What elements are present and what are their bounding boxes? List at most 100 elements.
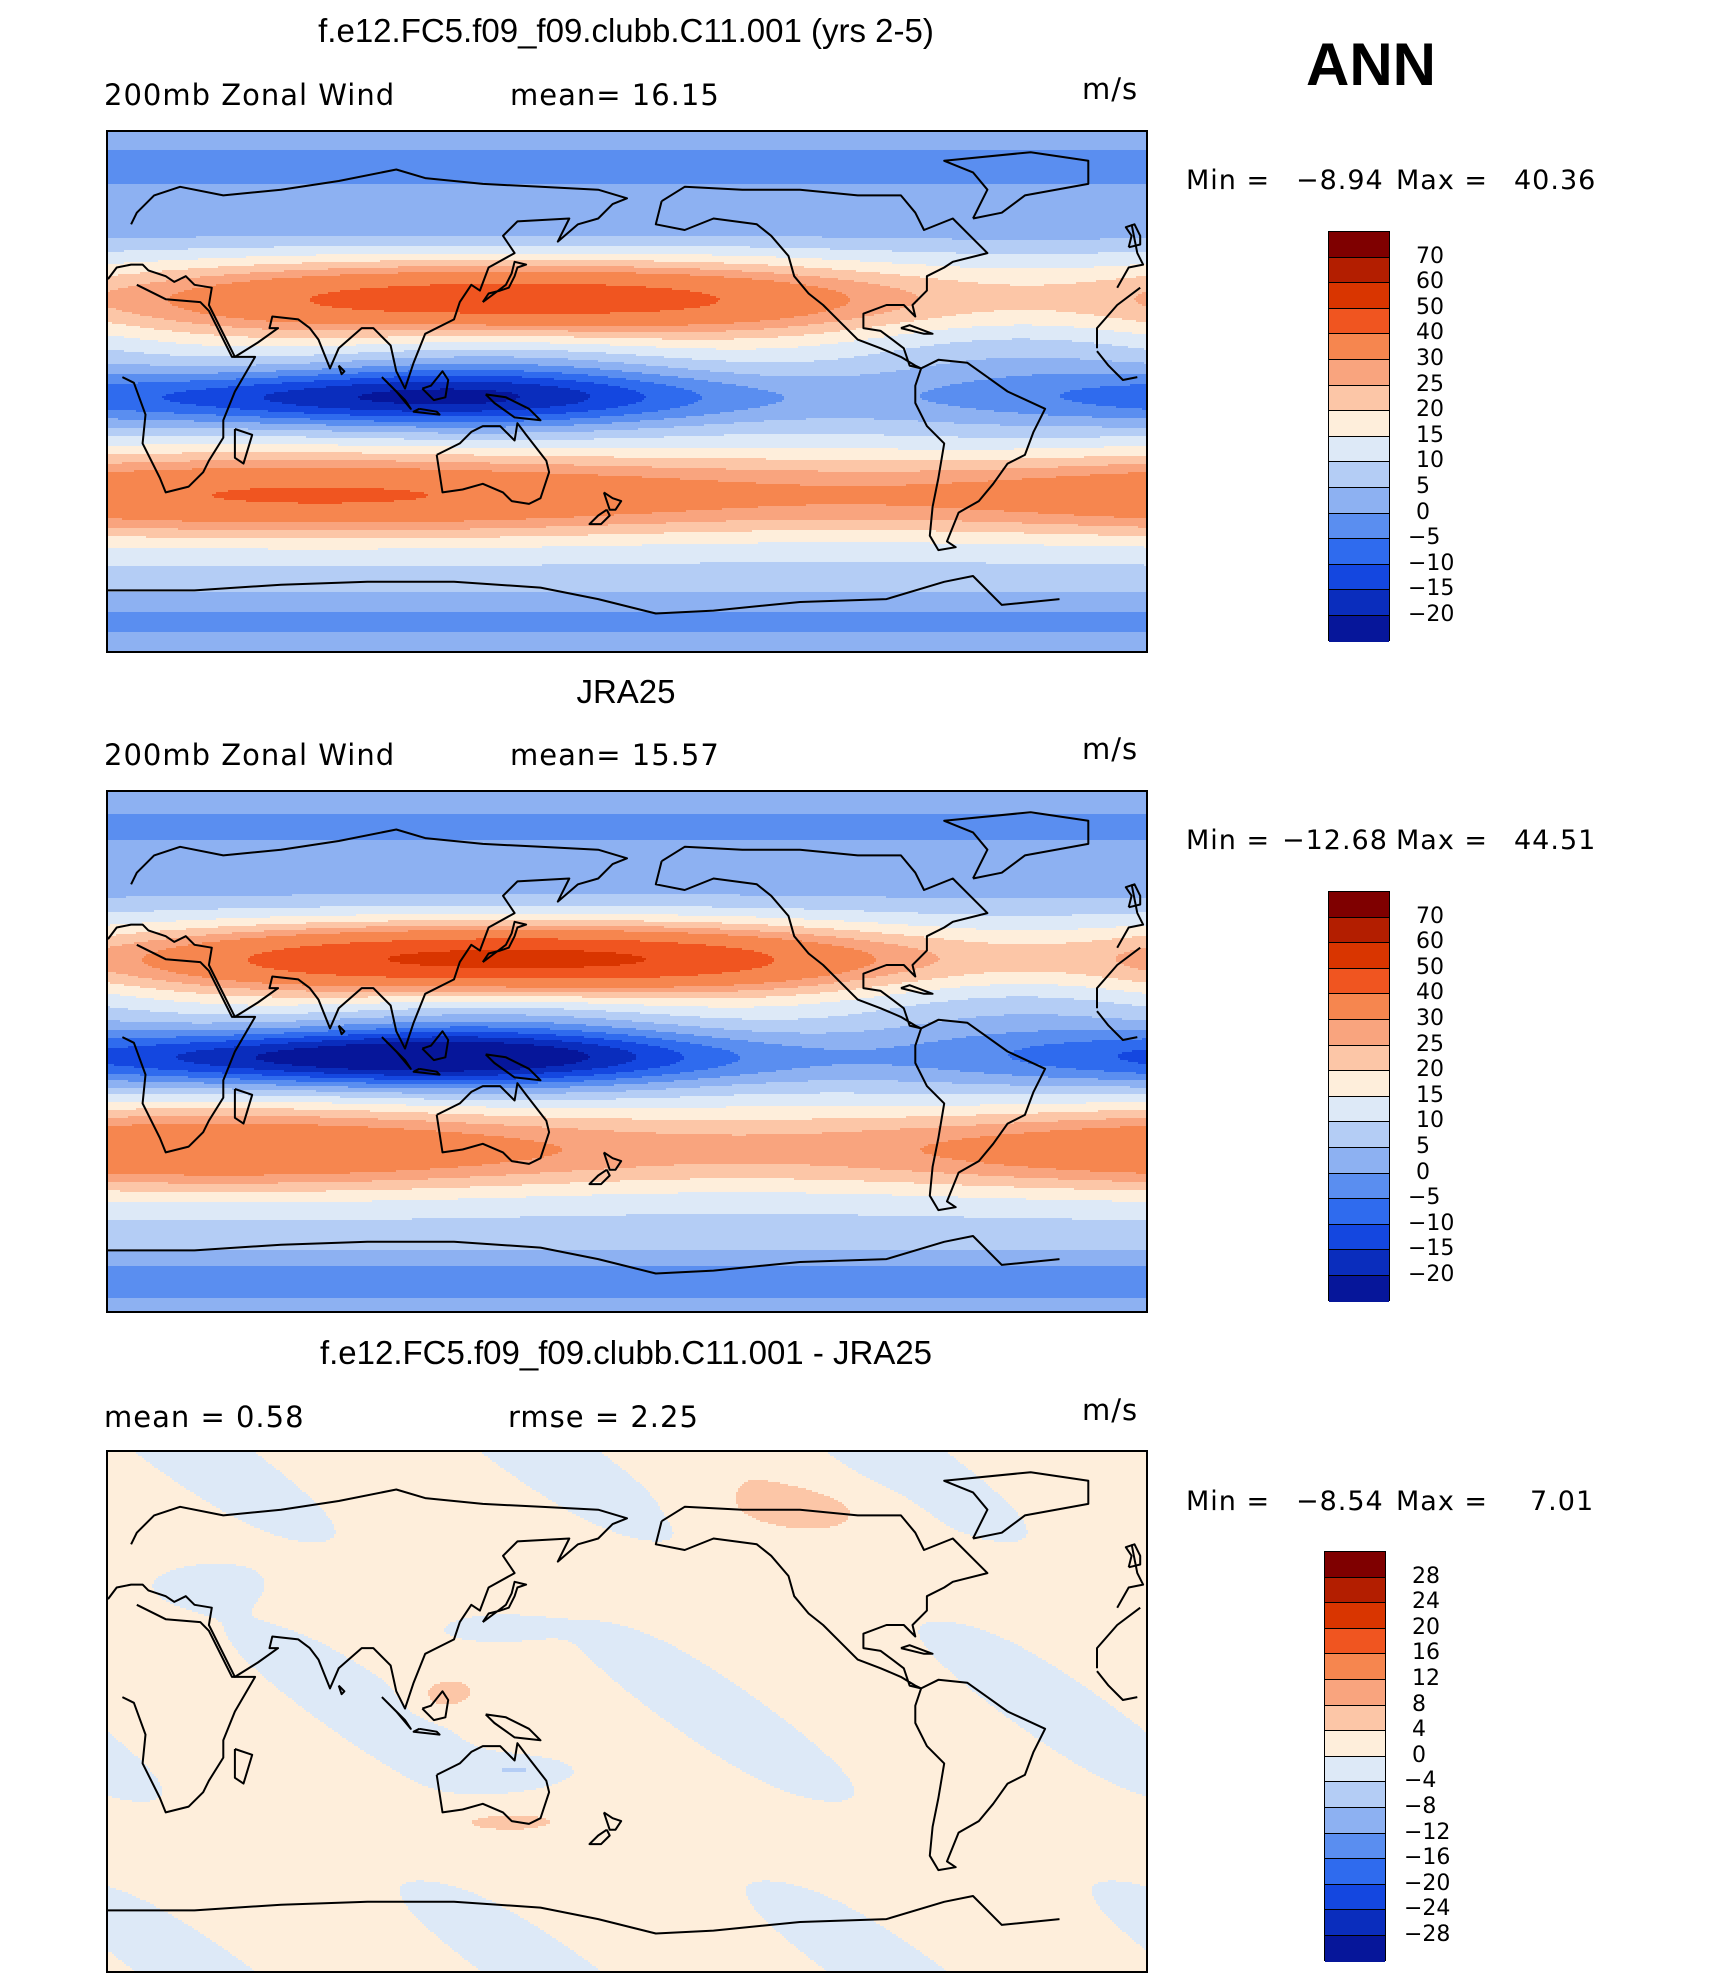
contour-fill-cell bbox=[108, 540, 1146, 543]
contour-fill-cell bbox=[406, 1904, 501, 1907]
contour-fill-cell bbox=[140, 314, 213, 317]
contour-fill-cell bbox=[794, 1726, 1021, 1729]
contour-fill-cell bbox=[292, 1698, 399, 1701]
contour-fill-cell bbox=[332, 430, 595, 433]
contour-fill-cell bbox=[108, 938, 167, 941]
contour-fill-cell bbox=[764, 982, 835, 985]
contour-fill-cell bbox=[188, 1924, 425, 1927]
contour-fill-cell bbox=[110, 1886, 401, 1889]
contour-fill-cell bbox=[300, 1026, 451, 1029]
contour-fill-cell bbox=[108, 1062, 195, 1065]
contour-fill-cell bbox=[282, 382, 391, 385]
contour-fill-cell bbox=[1058, 1752, 1146, 1755]
colorbar-swatch bbox=[1329, 615, 1389, 642]
contour-fill-cell bbox=[108, 976, 139, 979]
contour-fill-cell bbox=[1140, 1726, 1146, 1729]
contour-fill-cell bbox=[562, 1040, 623, 1043]
contour-fill-cell bbox=[328, 292, 703, 295]
contour-fill-cell bbox=[108, 294, 173, 297]
contour-fill-cell bbox=[384, 1016, 575, 1019]
contour-fill-cell bbox=[1044, 1742, 1146, 1745]
contour-fill-cell bbox=[108, 1624, 223, 1627]
colorbar-tick-label: −12 bbox=[1404, 1819, 1451, 1845]
contour-fill-cell bbox=[584, 1052, 633, 1055]
contour-fill-cell bbox=[108, 1508, 221, 1511]
contour-fill-cell bbox=[222, 1072, 325, 1075]
contour-fill-cell bbox=[1092, 1772, 1146, 1775]
contour-fill-cell bbox=[108, 1198, 459, 1201]
colorbar-tick-label: −5 bbox=[1408, 1185, 1441, 1211]
contour-fill-cell bbox=[764, 420, 919, 423]
contour-fill-cell bbox=[558, 386, 621, 389]
contour-fill-cell bbox=[108, 1112, 429, 1115]
contour-fill-cell bbox=[108, 622, 1146, 625]
contour-fill-cell bbox=[108, 132, 1146, 135]
contour-fill-cell bbox=[108, 1172, 351, 1175]
contour-fill-cell bbox=[656, 1712, 777, 1715]
contour-fill-cell bbox=[108, 1948, 225, 1951]
contour-fill-cell bbox=[726, 1064, 833, 1067]
contour-fill-cell bbox=[274, 1062, 577, 1065]
contour-fill-cell bbox=[264, 1530, 337, 1533]
contour-fill-cell bbox=[712, 1668, 949, 1671]
contour-fill-cell bbox=[1092, 416, 1146, 419]
contour-fill-cell bbox=[108, 1590, 155, 1593]
contour-fill-cell bbox=[312, 1638, 463, 1641]
contour-fill-cell bbox=[1130, 1790, 1146, 1793]
contour-fill-cell bbox=[630, 1536, 673, 1539]
contour-fill-cell bbox=[858, 1472, 975, 1475]
contour-fill-cell bbox=[232, 326, 789, 329]
contour-fill-cell bbox=[108, 972, 117, 975]
contour-fill-cell bbox=[634, 1628, 921, 1631]
contour-fill-cell bbox=[734, 1052, 1011, 1055]
contour-fill-cell bbox=[346, 1656, 589, 1659]
contour-fill-cell bbox=[496, 390, 581, 393]
contour-fill-cell bbox=[794, 1884, 1095, 1887]
contour-fill-cell bbox=[698, 1742, 815, 1745]
contour-fill-cell bbox=[262, 982, 765, 985]
contour-fill-cell bbox=[920, 1506, 1013, 1509]
contour-fill-cell bbox=[292, 894, 741, 897]
contour-fill-cell bbox=[1004, 1014, 1059, 1017]
contour-fill-cell bbox=[1048, 414, 1146, 417]
contour-fill-cell bbox=[764, 1704, 991, 1707]
contour-fill-cell bbox=[108, 1174, 185, 1177]
contour-fill-cell bbox=[694, 378, 989, 381]
contour-fill-cell bbox=[108, 834, 1146, 837]
contour-fill-cell bbox=[108, 1110, 371, 1113]
contour-fill-cell bbox=[764, 1918, 871, 1921]
contour-fill-cell bbox=[682, 1054, 739, 1057]
coastline bbox=[412, 407, 441, 416]
contour-fill-cell bbox=[690, 290, 837, 293]
contour-fill-cell bbox=[108, 1258, 1146, 1261]
contour-fill-cell bbox=[610, 312, 819, 315]
contour-fill-cell bbox=[940, 1156, 1146, 1159]
contour-fill-cell bbox=[108, 432, 439, 435]
contour-fill-cell bbox=[670, 1014, 849, 1017]
contour-fill-cell bbox=[980, 1628, 1146, 1631]
panel-1-mean-label: mean= 16.15 bbox=[510, 78, 720, 112]
contour-fill-cell bbox=[762, 952, 869, 955]
contour-fill-cell bbox=[892, 250, 1146, 253]
contour-fill-cell bbox=[108, 1256, 1146, 1259]
contour-fill-cell bbox=[108, 1826, 481, 1829]
contour-fill-cell bbox=[108, 1740, 119, 1743]
contour-fill-cell bbox=[108, 1650, 239, 1653]
contour-fill-cell bbox=[134, 1970, 255, 1971]
contour-fill-cell bbox=[590, 1962, 817, 1965]
contour-fill-cell bbox=[108, 1950, 229, 1953]
contour-fill-cell bbox=[846, 1774, 1097, 1777]
contour-fill-cell bbox=[814, 1742, 1045, 1745]
contour-fill-cell bbox=[568, 1764, 733, 1767]
contour-fill-cell bbox=[180, 1606, 255, 1609]
contour-fill-cell bbox=[922, 1640, 1011, 1643]
contour-fill-cell bbox=[162, 1598, 259, 1601]
contour-fill-cell bbox=[772, 1926, 885, 1929]
contour-fill-cell bbox=[108, 1026, 301, 1029]
contour-fill-cell bbox=[1018, 1514, 1146, 1517]
contour-fill-cell bbox=[516, 398, 589, 401]
panel-1-map bbox=[106, 130, 1148, 653]
contour-fill-cell bbox=[158, 950, 273, 953]
contour-fill-cell bbox=[338, 444, 1146, 447]
contour-fill-cell bbox=[706, 1748, 821, 1751]
